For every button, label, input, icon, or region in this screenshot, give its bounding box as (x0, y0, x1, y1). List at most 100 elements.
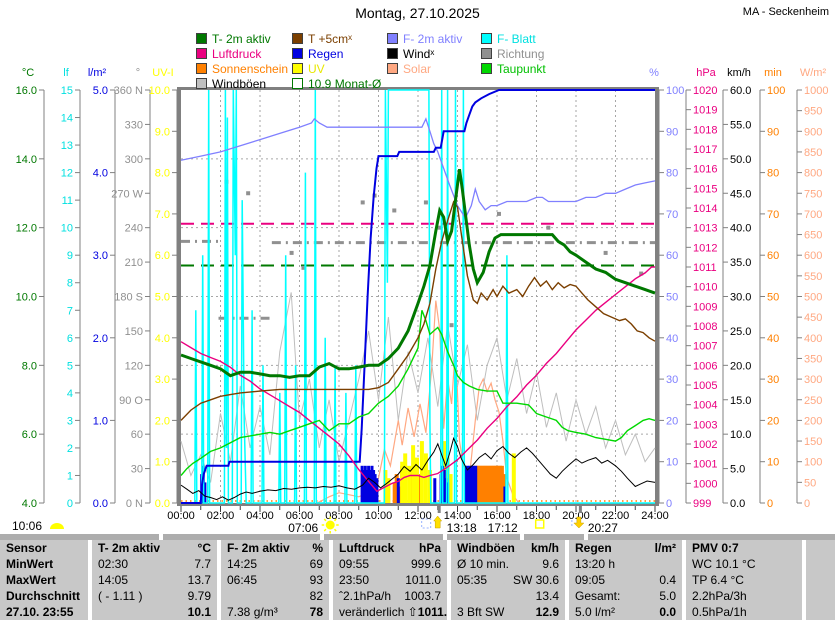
axis-W/m²: 1000950900850800750700650600550500450400… (796, 67, 828, 510)
series-wind (180, 436, 656, 501)
svg-text:08:00: 08:00 (325, 510, 353, 522)
svg-text:45.0: 45.0 (730, 188, 751, 200)
cell-time: ( - 1.11 ) (98, 589, 143, 603)
table-cell: 2.2hPa/3h (686, 588, 802, 604)
svg-text:1000: 1000 (804, 85, 828, 97)
pressure-swatch-icon (196, 48, 207, 59)
svg-text:7.0: 7.0 (155, 209, 170, 221)
cell-value: 10.1 (187, 605, 211, 619)
col-unit: % (312, 541, 323, 555)
svg-text:1007: 1007 (693, 341, 717, 353)
table-header: Luftdruck hPa (333, 540, 447, 556)
svg-text:330: 330 (125, 119, 143, 131)
svg-text:1016: 1016 (693, 164, 717, 176)
svg-text:1020: 1020 (693, 85, 717, 97)
chart-legend: T- 2m aktiv Luftdruck Sonnenschein Windb… (196, 31, 581, 91)
table-col-gusts: Windböen km/h Ø 10 min. 9.6 05:35 SW 30.6 1… (451, 540, 565, 620)
svg-text:°C: °C (22, 67, 34, 79)
svg-text:40: 40 (767, 333, 779, 345)
svg-text:30: 30 (131, 464, 143, 476)
svg-text:10: 10 (767, 457, 779, 469)
svg-text:0: 0 (767, 498, 773, 510)
table-col-rain: Regen l/m² 13:20 h 09:05 0.4 Gesamt: 5.0 5.… (569, 540, 682, 620)
svg-text:270 W: 270 W (111, 188, 143, 200)
cell-time: 09:55 (339, 557, 370, 571)
svg-text:850: 850 (804, 147, 822, 159)
sunshine-swatch-icon (196, 63, 207, 74)
cell-value: 78 (309, 605, 323, 619)
legend-label: Windˣ (403, 46, 435, 61)
svg-text:13:18: 13:18 (447, 521, 477, 535)
plot-frame (177, 87, 659, 506)
svg-text:1015: 1015 (693, 183, 717, 195)
svg-text:2.0: 2.0 (155, 415, 170, 427)
series-leaf (181, 89, 655, 504)
svg-text:18:00: 18:00 (523, 510, 551, 522)
legend-item-sunshine: Sonnenschein (196, 61, 292, 76)
svg-text:90: 90 (666, 126, 678, 138)
sunset-icon (534, 519, 545, 529)
svg-text:300: 300 (804, 374, 822, 386)
svg-text:0.0: 0.0 (93, 498, 108, 510)
cell-value: 82 (309, 589, 323, 603)
table-filler (806, 540, 835, 620)
svg-text:60: 60 (131, 429, 143, 441)
series-t5cm (180, 200, 656, 421)
col-name: F- 2m aktiv (227, 541, 290, 555)
svg-text:120: 120 (125, 360, 143, 372)
svg-text:14.0: 14.0 (16, 154, 37, 166)
svg-text:600: 600 (804, 250, 822, 262)
svg-text:60.0: 60.0 (730, 85, 751, 97)
separator-bar (0, 534, 835, 540)
leaf-wetness-swatch-icon (481, 33, 492, 44)
svg-text:5.0: 5.0 (730, 464, 745, 476)
svg-text:%: % (649, 67, 659, 79)
svg-text:1: 1 (67, 470, 73, 482)
svg-text:240: 240 (125, 223, 143, 235)
temp2m-swatch-icon (196, 33, 207, 44)
table-col-humidity: F- 2m aktiv% 14:25 69 06:45 93 82 7.38 g/m… (221, 540, 329, 620)
table-cell: ˆ2.1hPa/h 1003.7 (333, 588, 447, 604)
svg-text:6.0: 6.0 (22, 429, 37, 441)
table-row-label-max: MaxWert (6, 573, 56, 587)
svg-text:70: 70 (666, 209, 678, 221)
cell-dewpoint: TP 6.4 °C (692, 573, 744, 587)
cell-value: 999.6 (410, 557, 441, 571)
svg-text:1003: 1003 (693, 419, 717, 431)
table-cell: 10.1 (92, 604, 217, 620)
svg-text:10: 10 (666, 457, 678, 469)
table-cell: 09:05 0.4 (569, 572, 682, 588)
col-name: PMV 0:7 (692, 541, 739, 555)
svg-text:550: 550 (804, 271, 822, 283)
svg-text:500: 500 (804, 292, 822, 304)
svg-text:50: 50 (767, 292, 779, 304)
legend-item-temp2m: T- 2m aktiv (196, 31, 292, 46)
svg-text:0 N: 0 N (126, 498, 143, 510)
time-axis: 00:00 02:00 04:00 06:00 08:00 10:00 12:00 14:00… (167, 506, 669, 522)
uv-swatch-icon (292, 63, 303, 74)
table-cell: 0.5hPa/1h (686, 604, 802, 620)
svg-text:650: 650 (804, 230, 822, 242)
svg-text:15: 15 (61, 85, 73, 97)
svg-text:30.0: 30.0 (730, 292, 751, 304)
svg-text:1019: 1019 (693, 105, 717, 117)
cell-value: 9.79 (187, 589, 211, 603)
gusts-swatch-icon (196, 78, 207, 89)
svg-text:12: 12 (61, 168, 73, 180)
svg-text:210: 210 (125, 257, 143, 269)
table-header: Regen l/m² (569, 540, 682, 556)
cell-windchill: WC 10.1 °C (692, 557, 756, 571)
wind-swatch-icon (387, 48, 398, 59)
svg-text:11: 11 (62, 195, 73, 207)
table-row-label-min: MinWert (6, 557, 54, 571)
svg-text:20.0: 20.0 (730, 360, 751, 372)
svg-text:60: 60 (767, 250, 779, 262)
svg-text:250: 250 (804, 395, 822, 407)
cell-time: 05:35 (457, 573, 488, 587)
svg-text:4.0: 4.0 (155, 333, 170, 345)
table-cell: 82 (221, 588, 329, 604)
legend-item-leaf: F- Blatt (481, 31, 581, 46)
table-header: F- 2m aktiv% (221, 540, 329, 556)
